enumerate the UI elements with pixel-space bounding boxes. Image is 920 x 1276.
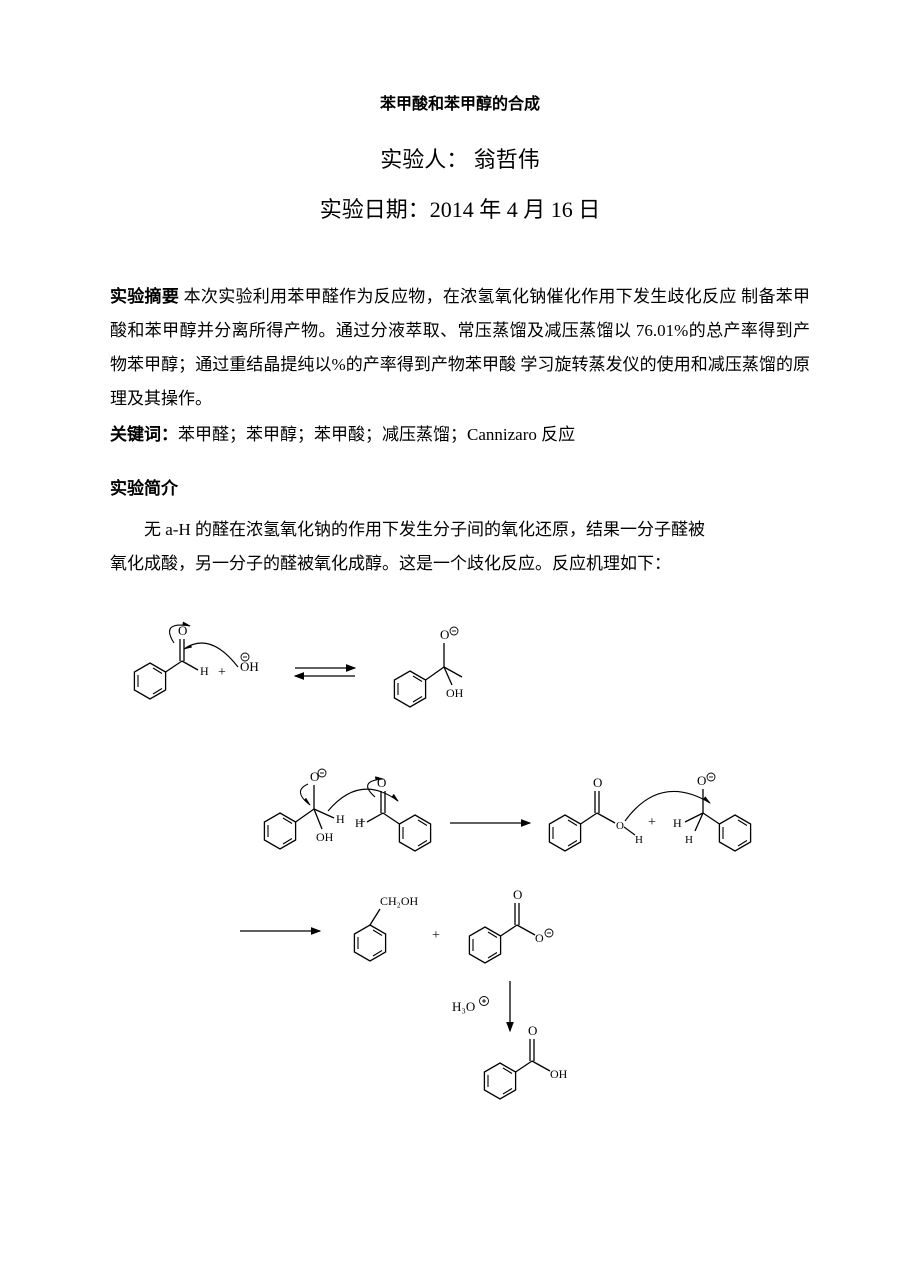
svg-text:H: H bbox=[635, 834, 643, 846]
svg-text:H₃O: H₃O bbox=[452, 999, 475, 1014]
svg-text:CH₂OH: CH₂OH bbox=[380, 894, 419, 908]
svg-text:OH: OH bbox=[550, 1067, 568, 1081]
date-value: 2014 年 4 月 16 日 bbox=[430, 197, 601, 222]
intro-para-2: 氧化成酸，另一分子的醛被氧化成醇。这是一个歧化反应。反应机理如下： bbox=[110, 547, 810, 581]
svg-text:OH: OH bbox=[240, 659, 259, 674]
mechanism-svg: O H + OH bbox=[110, 601, 810, 1131]
svg-text:H: H bbox=[685, 834, 693, 846]
svg-text:O: O bbox=[616, 820, 624, 832]
svg-text:H: H bbox=[673, 816, 682, 830]
keywords-block: 关键词：苯甲醛；苯甲醇；苯甲酸；减压蒸馏；Cannizaro 反应 bbox=[110, 418, 810, 452]
svg-text:+: + bbox=[432, 928, 440, 943]
svg-text:H: H bbox=[336, 812, 345, 826]
svg-text:O: O bbox=[697, 773, 706, 788]
svg-text:O: O bbox=[593, 775, 602, 790]
plus-symbol: + bbox=[218, 665, 226, 680]
keywords-label: 关键词： bbox=[110, 425, 178, 444]
reaction-mechanism-diagram: O H + OH bbox=[110, 601, 810, 1136]
intro-para-1: 无 a-H 的醛在浓氢氧化钠的作用下发生分子间的氧化还原，结果一分子醛被 bbox=[110, 513, 810, 547]
svg-text:H: H bbox=[200, 664, 209, 678]
keywords-text: 苯甲醛；苯甲醇；苯甲酸；减压蒸馏；Cannizaro 反应 bbox=[178, 425, 575, 444]
intro-heading: 实验简介 bbox=[110, 474, 810, 499]
svg-text:H: H bbox=[355, 816, 364, 830]
abstract-block: 实验摘要 本次实验利用苯甲醛作为反应物，在浓氢氧化钠催化作用下发生歧化反应 制备… bbox=[110, 280, 810, 416]
date-line: 实验日期：2014 年 4 月 16 日 bbox=[110, 192, 810, 224]
experimenter-name: 翁哲伟 bbox=[474, 147, 540, 172]
svg-text:+: + bbox=[648, 815, 656, 830]
svg-text:O: O bbox=[377, 775, 386, 790]
date-label: 实验日期： bbox=[320, 197, 430, 222]
svg-text:O: O bbox=[528, 1023, 537, 1038]
abstract-label: 实验摘要 bbox=[110, 287, 179, 306]
document-page: 苯甲酸和苯甲醇的合成 实验人： 翁哲伟 实验日期：2014 年 4 月 16 日… bbox=[0, 0, 920, 1196]
experimenter-label: 实验人： bbox=[380, 147, 468, 172]
svg-text:OH: OH bbox=[446, 686, 464, 700]
svg-text:O: O bbox=[440, 627, 449, 642]
abstract-text: 本次实验利用苯甲醛作为反应物，在浓氢氧化钠催化作用下发生歧化反应 制备苯甲酸和苯… bbox=[110, 287, 810, 408]
document-title: 苯甲酸和苯甲醇的合成 bbox=[110, 90, 810, 114]
experimenter-line: 实验人： 翁哲伟 bbox=[110, 142, 810, 174]
svg-text:OH: OH bbox=[316, 830, 334, 844]
svg-text:O: O bbox=[535, 931, 544, 945]
svg-text:O: O bbox=[513, 887, 522, 902]
